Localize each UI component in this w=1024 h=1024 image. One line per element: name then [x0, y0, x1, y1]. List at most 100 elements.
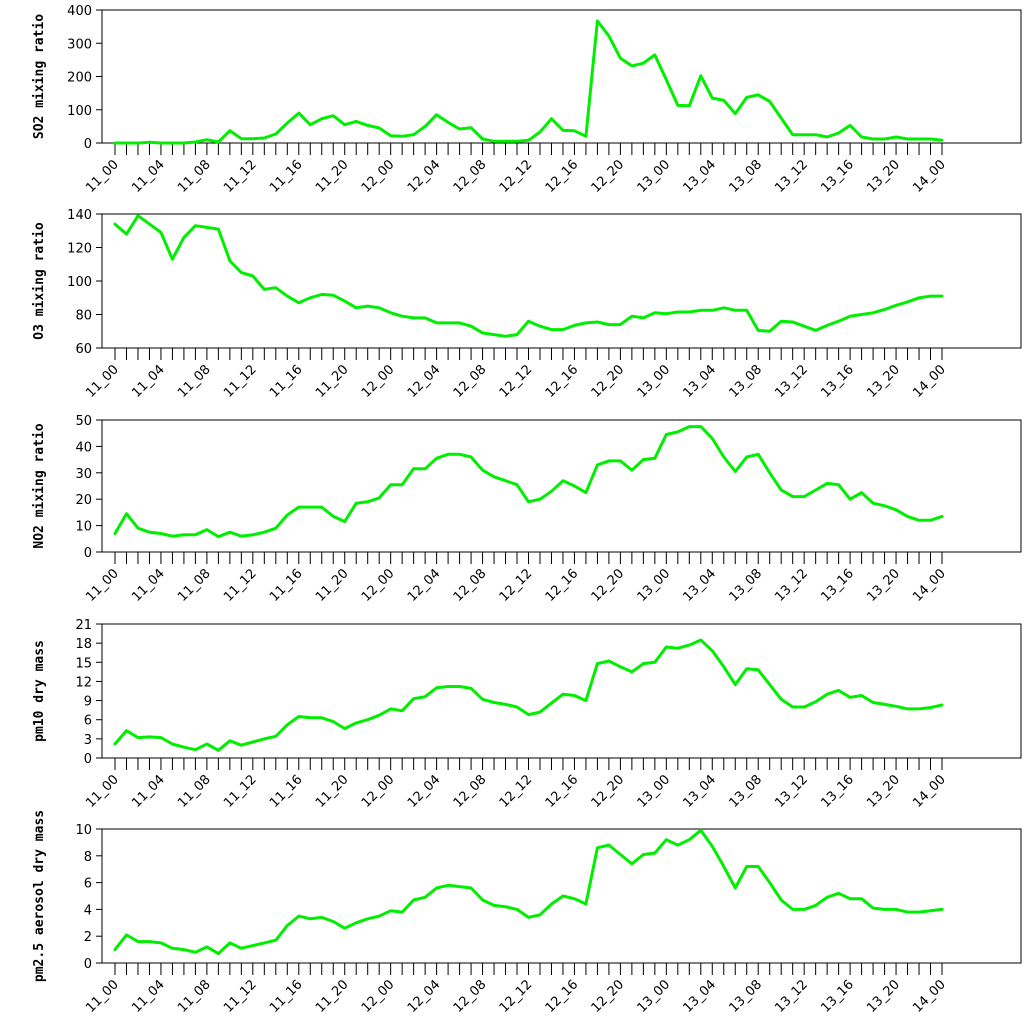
chart-panel-2: 60 80 100 120 140 11_00 11_04 11_08 11_12 11_16 11… [32, 208, 1022, 401]
x-tick-label: 11_04 [129, 772, 168, 811]
x-tick-label: 13_12 [772, 566, 811, 605]
x-tick-label: 13_00 [635, 977, 674, 1016]
x-tick-label: 13_00 [635, 157, 674, 196]
y-tick-label: 50 [75, 414, 92, 429]
x-tick-label: 13_12 [772, 157, 811, 196]
series-line [113, 828, 944, 956]
y-axis-label: pm10 dry mass [32, 640, 47, 742]
x-tick-label: 12_16 [543, 362, 582, 401]
y-tick-label: 140 [67, 208, 92, 223]
x-tick-label: 12_20 [589, 157, 628, 196]
x-tick-label: 12_00 [359, 157, 398, 196]
x-tick-label: 12_00 [359, 566, 398, 605]
x-tick-label: 11_20 [313, 362, 352, 401]
x-tick-label: 12_04 [405, 157, 444, 196]
x-tick-label: 11_16 [267, 566, 306, 605]
x-tick-label: 12_12 [497, 566, 536, 605]
x-tick-label: 12_12 [497, 977, 536, 1016]
chart-panel-3: 0 10 20 30 40 50 11_00 11_04 11_08 11_12 11_16 11_2… [32, 414, 1022, 605]
y-axis-label: NO2 mixing ratio [32, 423, 47, 548]
x-tick-label: 11_12 [221, 772, 260, 811]
y-axis-label: pm2.5 aerosol dry mass [32, 810, 47, 982]
chart-panel-1: 0 100 200 300 400 11_00 11_04 11_08 11_12 11_16 11… [32, 4, 1022, 196]
x-tick-label: 11_08 [175, 566, 214, 605]
x-tick-label: 12_20 [589, 362, 628, 401]
y-tick-label: 8 [84, 850, 92, 865]
y-tick-label: 300 [67, 37, 92, 52]
x-tick-label: 12_16 [543, 157, 582, 196]
x-tick-label: 13_16 [818, 362, 857, 401]
y-tick-label: 40 [75, 440, 92, 455]
y-tick-label: 30 [75, 467, 92, 482]
x-tick-label: 13_00 [635, 772, 674, 811]
x-tick-label: 13_20 [864, 157, 903, 196]
x-tick-label: 13_08 [726, 362, 765, 401]
series-line [113, 638, 944, 752]
plot-frame [101, 419, 1022, 553]
x-tick-label: 11_08 [175, 977, 214, 1016]
x-tick-label: 12_04 [405, 772, 444, 811]
x-tick-label: 12_16 [543, 566, 582, 605]
x-tick-label: 13_12 [772, 772, 811, 811]
x-tick-label: 11_16 [267, 772, 306, 811]
y-tick-label: 12 [75, 675, 92, 690]
x-tick-label: 11_16 [267, 157, 306, 196]
x-tick-label: 12_08 [451, 772, 490, 811]
y-tick-label: 4 [84, 903, 92, 918]
x-tick-label: 11_20 [313, 772, 352, 811]
y-tick-label: 10 [75, 823, 92, 838]
x-tick-label: 12_12 [497, 772, 536, 811]
chart-panel-4: 0 3 6 9 12 15 18 21 11_00 11_04 11_08 11_12 11_16 11_… [32, 618, 1022, 811]
x-tick-label: 13_00 [635, 566, 674, 605]
x-tick-label: 12_04 [405, 977, 444, 1016]
x-tick-label: 13_00 [635, 362, 674, 401]
x-tick-label: 14_00 [910, 772, 949, 811]
x-tick-label: 12_20 [589, 566, 628, 605]
y-axis-label: O3 mixing ratio [32, 222, 47, 340]
x-tick-label: 11_16 [267, 362, 306, 401]
x-tick-label: 12_08 [451, 157, 490, 196]
x-tick-label: 11_00 [83, 772, 122, 811]
x-tick-label: 11_20 [313, 977, 352, 1016]
x-tick-label: 13_08 [726, 977, 765, 1016]
x-tick-label: 11_00 [83, 566, 122, 605]
x-tick-label: 13_04 [681, 566, 720, 605]
x-tick-label: 13_20 [864, 977, 903, 1016]
y-tick-label: 200 [67, 71, 92, 86]
x-tick-label: 12_12 [497, 157, 536, 196]
x-tick-label: 11_08 [175, 157, 214, 196]
x-tick-label: 11_00 [83, 157, 122, 196]
x-tick-label: 12_08 [451, 566, 490, 605]
x-tick-label: 11_16 [267, 977, 306, 1016]
y-tick-label: 100 [67, 104, 92, 119]
x-tick-label: 13_12 [772, 362, 811, 401]
x-tick-label: 11_12 [221, 566, 260, 605]
x-tick-label: 12_20 [589, 977, 628, 1016]
x-tick-label: 11_12 [221, 157, 260, 196]
series-line [113, 214, 944, 338]
y-tick-label: 6 [84, 714, 92, 729]
y-tick-label: 10 [75, 520, 92, 535]
x-tick-label: 12_16 [543, 772, 582, 811]
x-tick-label: 11_20 [313, 566, 352, 605]
x-tick-label: 13_20 [864, 772, 903, 811]
x-tick-label: 13_04 [681, 772, 720, 811]
y-tick-label: 9 [84, 695, 92, 710]
y-tick-label: 400 [67, 4, 92, 19]
plot-frame [101, 828, 1022, 964]
x-tick-label: 12_00 [359, 977, 398, 1016]
x-tick-label: 12_04 [405, 362, 444, 401]
y-tick-label: 2 [84, 930, 92, 945]
plot-frame [101, 9, 1022, 144]
x-tick-label: 12_00 [359, 362, 398, 401]
y-tick-label: 60 [75, 342, 92, 357]
x-tick-label: 13_04 [681, 157, 720, 196]
x-tick-label: 11_04 [129, 157, 168, 196]
y-tick-label: 0 [84, 957, 92, 972]
plot-frame [101, 623, 1022, 759]
y-tick-label: 21 [75, 618, 92, 633]
x-tick-label: 11_04 [129, 566, 168, 605]
series-line [113, 19, 944, 145]
y-tick-label: 18 [75, 637, 92, 652]
